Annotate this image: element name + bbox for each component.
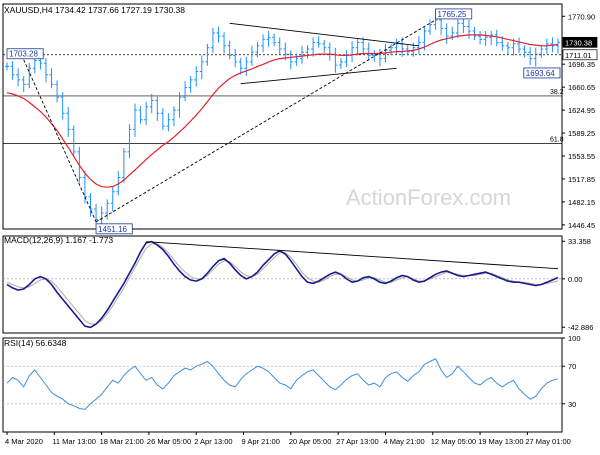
price-annotation-label: 1703.28 xyxy=(9,50,38,59)
fibonacci-label: 61.8 xyxy=(550,137,564,144)
rsi-y-tick-label: 100 xyxy=(568,334,581,343)
price-panel-frame xyxy=(2,3,563,230)
x-axis-tick-label: 9 Apr 21:00 xyxy=(242,437,280,446)
macd-signal-line xyxy=(6,243,559,325)
rsi-y-tick-label: 30 xyxy=(568,400,576,409)
watermark: ActionForex.com xyxy=(346,185,511,210)
macd-y-tick-label: -42.886 xyxy=(568,323,593,332)
rsi-line xyxy=(6,358,559,410)
price-trendline xyxy=(23,59,97,223)
grid-lines xyxy=(3,54,562,405)
current-price-label: 1730.38 xyxy=(565,38,592,47)
price-annotation-label: 1765.25 xyxy=(438,10,467,19)
price-y-tick-label: 1589.25 xyxy=(568,129,595,138)
current-price-tag xyxy=(562,36,598,48)
panel-frames xyxy=(2,3,563,433)
symbol-header: XAUUSD,H4 1734.42 1737.66 1727.19 1730.3… xyxy=(4,5,185,15)
price-trendline xyxy=(95,19,436,223)
level-price-label: 1711.01 xyxy=(565,51,592,60)
x-axis-tick-label: 11 Mar 13:00 xyxy=(52,437,96,446)
x-axis-tick-label: 19 May 13:00 xyxy=(478,437,523,446)
price-annotation-box xyxy=(435,8,473,20)
macd-trendline xyxy=(146,241,559,270)
x-axis-tick-label: 27 May 01:00 xyxy=(525,437,570,446)
price-y-tick-label: 1517.85 xyxy=(568,175,595,184)
price-y-tick-label: 1553.55 xyxy=(568,152,595,161)
x-axis-tick-label: 27 Apr 13:00 xyxy=(336,437,379,446)
price-trendline xyxy=(240,67,397,85)
price-y-tick-label: 1624.95 xyxy=(568,106,595,115)
macd-y-tick-label: 33.358 xyxy=(568,237,591,246)
price-y-tick-label: 1660.65 xyxy=(568,83,595,92)
x-axis-tick-label: 12 May 05:00 xyxy=(431,437,476,446)
rsi-y-tick-label: 70 xyxy=(568,362,576,371)
price-y-tick-label: 1446.45 xyxy=(568,221,595,230)
price-y-tick-label: 1696.35 xyxy=(568,60,595,69)
rsi-panel-frame xyxy=(2,337,563,433)
price-annotation-label: 1693.64 xyxy=(526,69,555,78)
chart-marks: 1765.25 1693.64 1451.16 1703.28 xyxy=(5,8,561,410)
x-axis-tick-label: 26 Mar 05:00 xyxy=(147,437,191,446)
fibonacci-label: 38.2 xyxy=(550,89,564,96)
level-price-tag xyxy=(562,49,598,61)
macd-header: MACD(12,26,9) 1.167 -1.773 xyxy=(4,235,113,245)
price-annotation-box xyxy=(95,223,133,235)
x-axis-tick-label: 4 May 21:00 xyxy=(383,437,424,446)
price-y-tick-label: 1482.15 xyxy=(568,198,595,207)
price-annotation-label: 1451.16 xyxy=(98,225,127,234)
x-axis-tick-label: 4 Mar 2020 xyxy=(5,437,43,446)
macd-y-tick-label: 0.00 xyxy=(568,275,583,284)
moving-average-line xyxy=(6,34,559,188)
rsi-header: RSI(14) 56.6348 xyxy=(4,338,67,348)
price-annotation-box xyxy=(6,48,44,60)
axis-labels: 1446.45 1482.15 1517.85 1553.55 1589.25 1624.… xyxy=(5,12,598,446)
macd-line xyxy=(6,240,559,329)
price-y-tick-label: 1770.90 xyxy=(568,12,595,21)
price-annotation-box xyxy=(523,67,561,79)
x-axis-tick-label: 20 Apr 05:00 xyxy=(289,437,332,446)
x-axis-tick-label: 2 Apr 13:00 xyxy=(194,437,232,446)
price-trendline xyxy=(229,22,419,47)
x-axis-tick-label: 18 Mar 21:00 xyxy=(100,437,144,446)
macd-panel-frame xyxy=(2,235,563,334)
